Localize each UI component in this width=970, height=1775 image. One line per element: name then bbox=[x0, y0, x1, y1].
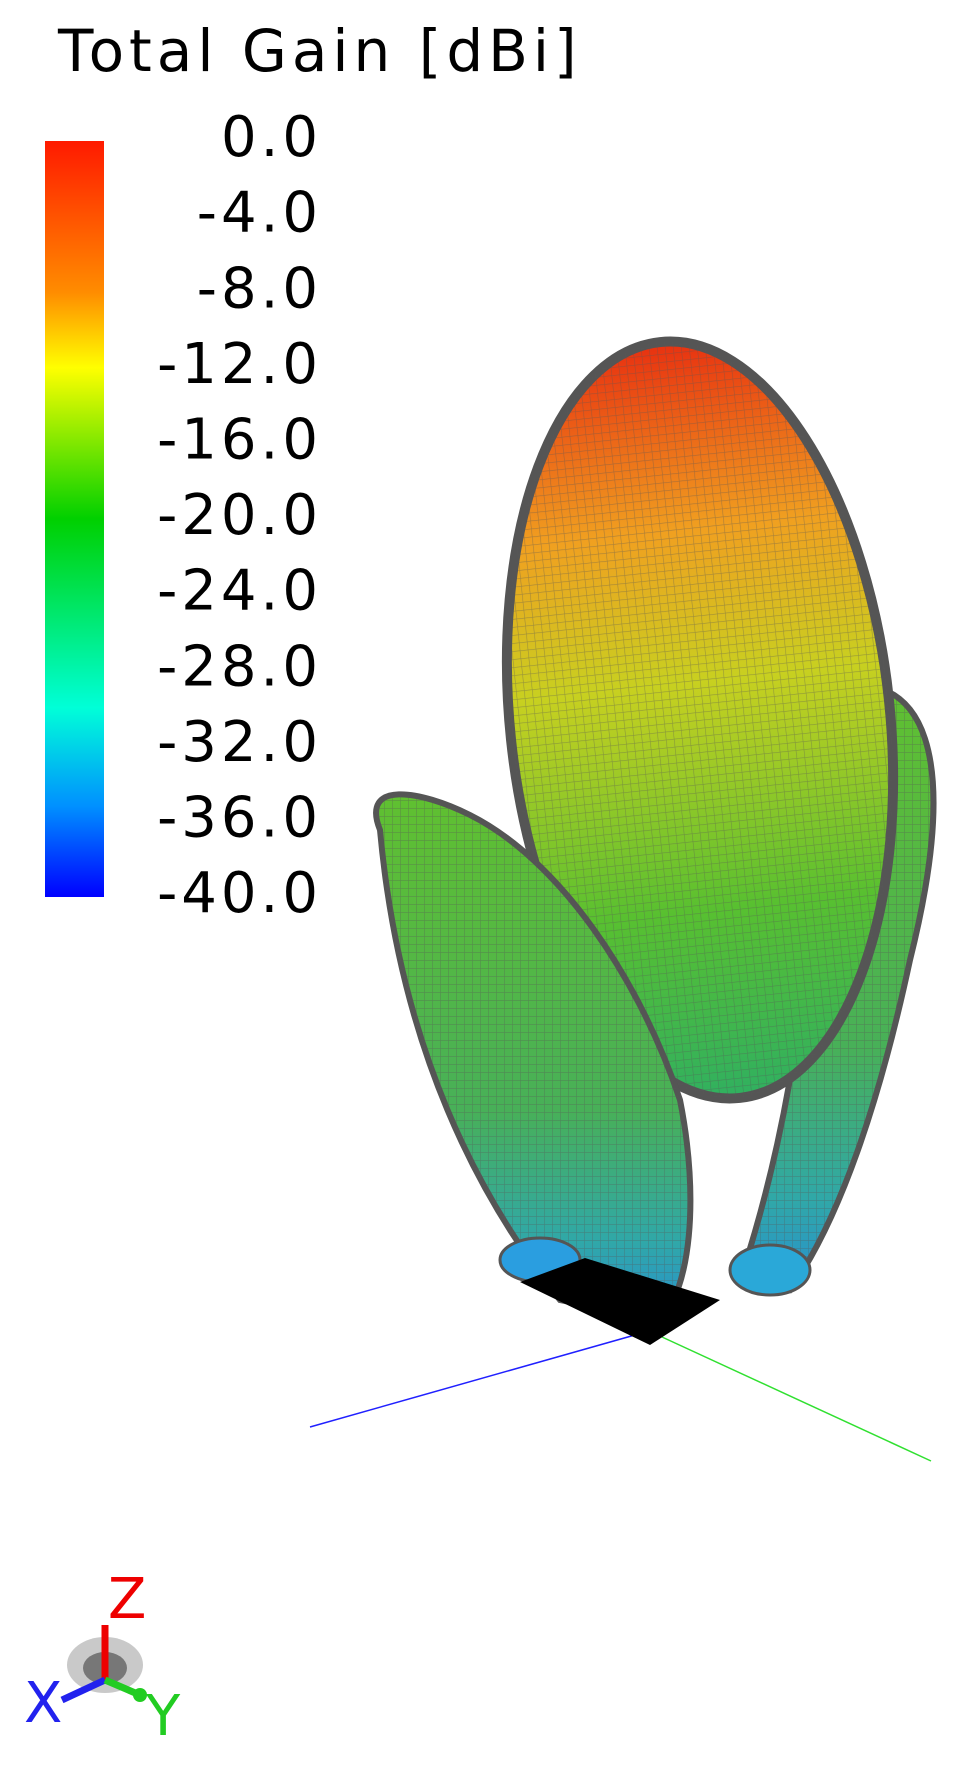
colorbar-label: -36.0 bbox=[157, 786, 322, 851]
colorbar-label: 0.0 bbox=[221, 105, 322, 170]
z-label: Z bbox=[108, 1567, 146, 1632]
x-axis-line bbox=[309, 1330, 650, 1428]
ground-plane bbox=[520, 1258, 720, 1345]
colorbar-label: -8.0 bbox=[197, 256, 322, 321]
colorbar-label: -32.0 bbox=[157, 710, 322, 775]
colorbar-label: -20.0 bbox=[157, 483, 322, 548]
colorbar-label: -12.0 bbox=[157, 332, 322, 397]
x-label: X bbox=[24, 1671, 62, 1736]
colorbar-label: -28.0 bbox=[157, 634, 322, 699]
y-axis-line bbox=[648, 1330, 932, 1462]
y-label: Y bbox=[145, 1684, 181, 1749]
colorbar bbox=[45, 141, 104, 897]
axis-triad: Z X Y bbox=[24, 1567, 181, 1749]
colorbar-label: -24.0 bbox=[157, 559, 322, 624]
colorbar-label: -4.0 bbox=[197, 181, 322, 246]
radiation-pattern bbox=[373, 336, 937, 1345]
colorbar-label: -40.0 bbox=[157, 861, 322, 926]
colorbar-label: -16.0 bbox=[157, 408, 322, 473]
colorbar-title: Total Gain [dBi] bbox=[57, 17, 582, 85]
colorbar-labels: 0.0 -4.0 -8.0 -12.0 -16.0 -20.0 -24.0 -28.0 -32.… bbox=[157, 105, 322, 926]
